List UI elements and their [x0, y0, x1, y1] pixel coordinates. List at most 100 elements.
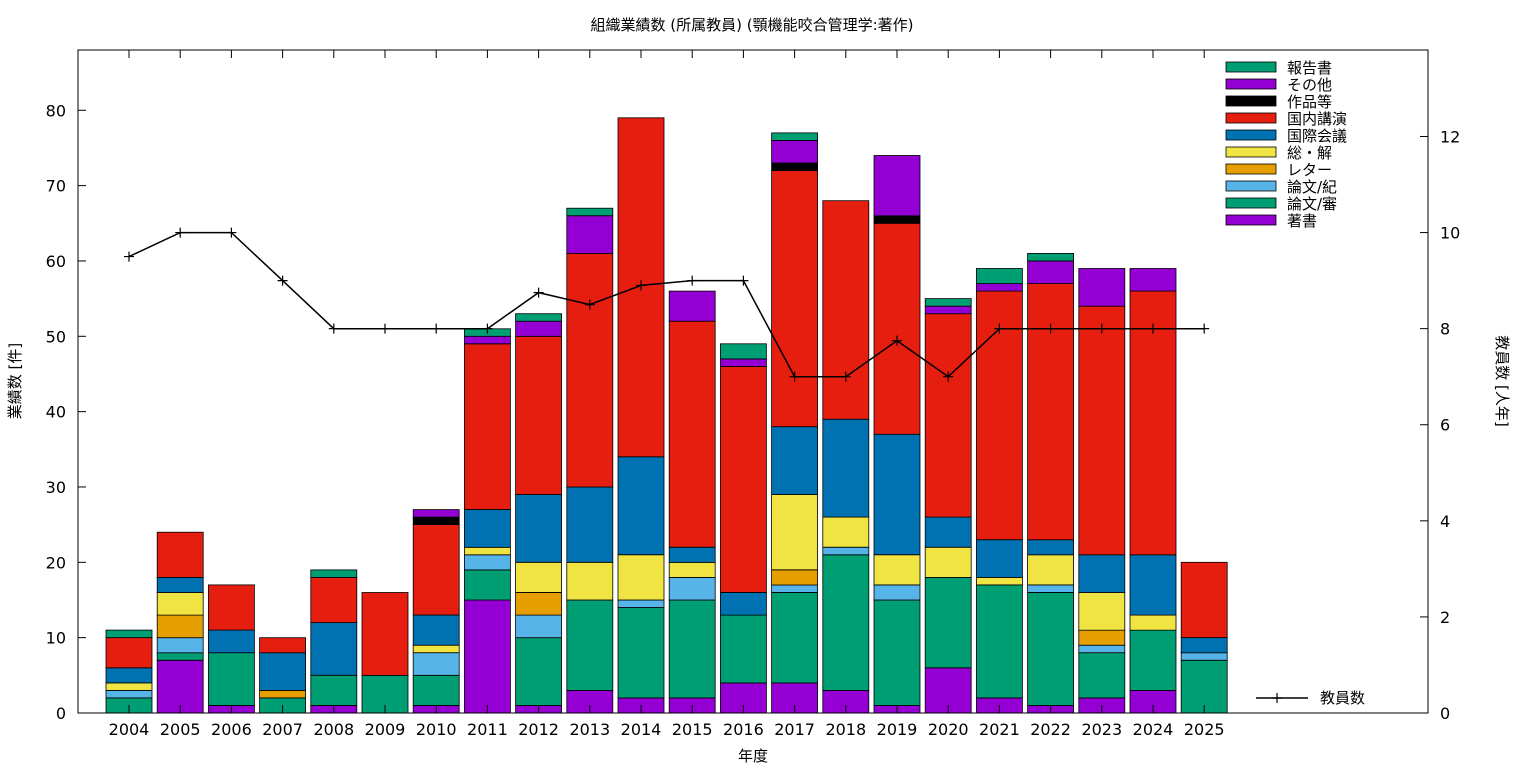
faculty-point-2011 — [482, 323, 493, 334]
bar-2015-series-1 — [668, 599, 716, 699]
bar-2021-series-4 — [976, 577, 1023, 586]
bar-2008-series-1 — [310, 674, 358, 706]
bar-2012-series-4 — [515, 561, 562, 593]
bar-2004-series-4 — [105, 682, 153, 691]
faculty-point-2025 — [1199, 323, 1210, 334]
bar-2025-series-5 — [1180, 637, 1228, 654]
bars-layer — [105, 117, 1228, 714]
bar-2020-series-5 — [924, 516, 972, 548]
x-tick-label: 2006 — [211, 720, 252, 739]
legend-swatch-series-4 — [1225, 146, 1277, 158]
bar-2008-series-9 — [310, 569, 358, 578]
bar-2008-series-6 — [310, 577, 358, 624]
x-tick-label: 2010 — [416, 720, 457, 739]
legend-swatch-series-9 — [1225, 61, 1277, 73]
bar-2017-series-2 — [771, 584, 818, 593]
bar-2021-series-8 — [976, 283, 1023, 292]
y2-tick-label: 6 — [1440, 416, 1450, 435]
bar-2023-series-5 — [1078, 554, 1126, 593]
faculty-point-2021 — [994, 323, 1005, 334]
bar-2018-series-1 — [822, 554, 870, 691]
bar-2011-series-1 — [463, 569, 511, 601]
x-tick-label: 2025 — [1184, 720, 1225, 739]
y-tick-label: 70 — [46, 177, 66, 196]
bar-2016-series-6 — [720, 365, 767, 593]
bar-2004-series-6 — [105, 637, 153, 669]
bar-2018-series-4 — [822, 516, 870, 548]
legend-swatch-series-8 — [1225, 78, 1277, 90]
bar-2013-series-9 — [566, 207, 614, 217]
bar-2023-series-1 — [1078, 652, 1126, 699]
bar-2017-series-1 — [771, 592, 818, 684]
bar-2018-series-2 — [822, 546, 870, 556]
faculty-line-layer — [124, 227, 1210, 382]
bar-2010-series-7 — [412, 516, 460, 525]
x-tick-label: 2019 — [877, 720, 918, 739]
y2-tick-label: 8 — [1440, 320, 1450, 339]
bar-2021-series-9 — [976, 268, 1023, 285]
bar-2012-series-8 — [515, 320, 562, 337]
bar-2009-series-6 — [361, 592, 409, 676]
faculty-point-2019 — [892, 335, 902, 346]
bar-2012-series-3 — [515, 592, 562, 616]
y2-tick-label: 10 — [1440, 224, 1460, 243]
bar-2022-series-2 — [1027, 584, 1074, 593]
bar-2006-series-1 — [207, 652, 255, 706]
bar-2025-series-6 — [1180, 561, 1228, 638]
bar-2020-series-1 — [924, 577, 972, 669]
faculty-point-2023 — [1096, 323, 1107, 334]
legend-label-faculty: 教員数 — [1320, 689, 1365, 707]
y2-tick-label: 4 — [1440, 512, 1450, 531]
bar-2023-series-2 — [1078, 644, 1126, 654]
legend-line-marker — [1272, 693, 1282, 703]
bar-2019-series-6 — [873, 222, 921, 435]
bar-2005-series-0 — [156, 659, 204, 714]
y-tick-label: 30 — [46, 478, 66, 497]
legend-swatch-series-0 — [1225, 214, 1277, 226]
bar-2012-series-5 — [515, 494, 562, 563]
legend-label-series-3: レター — [1287, 161, 1332, 179]
bar-2007-series-5 — [259, 652, 307, 691]
bar-2013-series-8 — [566, 215, 614, 254]
faculty-point-2018 — [840, 371, 851, 382]
x-tick-label: 2007 — [262, 720, 303, 739]
x-tick-label: 2008 — [313, 720, 354, 739]
bar-2020-series-6 — [924, 313, 972, 518]
bar-2011-series-8 — [463, 335, 511, 345]
x-tick-label: 2009 — [365, 720, 406, 739]
bar-2016-series-9 — [720, 343, 767, 360]
bar-2024-series-4 — [1129, 614, 1177, 631]
bar-2019-series-7 — [873, 215, 921, 224]
faculty-point-2006 — [226, 227, 237, 238]
bar-2005-series-3 — [156, 614, 204, 639]
bar-2014-series-4 — [617, 554, 665, 601]
y2-tick-label: 12 — [1440, 127, 1460, 146]
bar-2020-series-9 — [924, 298, 972, 307]
x-tick-label: 2014 — [621, 720, 662, 739]
bar-2013-series-6 — [566, 252, 614, 488]
x-tick-label: 2024 — [1133, 720, 1174, 739]
x-axis-label: 年度 — [738, 747, 768, 765]
x-tick-label: 2005 — [160, 720, 201, 739]
bar-2023-series-8 — [1078, 268, 1126, 307]
bar-2024-series-8 — [1129, 268, 1177, 292]
faculty-point-2010 — [431, 323, 442, 334]
bar-2014-series-5 — [617, 456, 665, 556]
bar-2010-series-2 — [412, 652, 460, 676]
bar-2024-series-5 — [1129, 554, 1177, 616]
bar-2017-series-3 — [771, 569, 818, 586]
y2-axis-label: 教員数 [人年] — [1493, 335, 1511, 426]
bar-2017-series-7 — [771, 162, 818, 171]
faculty-line — [128, 231, 1205, 378]
legend-swatch-series-6 — [1225, 112, 1277, 124]
bar-2010-series-1 — [412, 674, 460, 706]
faculty-point-2017 — [789, 371, 800, 382]
x-tick-label: 2020 — [928, 720, 969, 739]
bar-2025-series-1 — [1180, 659, 1228, 714]
bar-2011-series-5 — [463, 509, 511, 548]
bar-2005-series-6 — [156, 531, 204, 578]
chart-title: 組織業績数 (所属教員) (顎機能咬合管理学:著作) — [590, 16, 913, 34]
x-tick-label: 2015 — [672, 720, 713, 739]
legend-label-series-1: 論文/審 — [1287, 195, 1337, 213]
